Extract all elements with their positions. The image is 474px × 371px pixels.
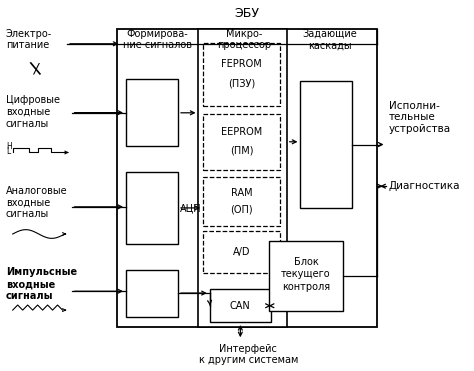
FancyBboxPatch shape (301, 81, 353, 208)
Text: H: H (6, 142, 12, 151)
Text: Аналоговые
входные
сигналы: Аналоговые входные сигналы (6, 186, 67, 219)
FancyBboxPatch shape (126, 172, 178, 244)
Text: L: L (6, 147, 10, 156)
FancyBboxPatch shape (203, 177, 280, 226)
FancyBboxPatch shape (199, 29, 287, 328)
FancyBboxPatch shape (126, 79, 178, 146)
Text: Электро-
питание: Электро- питание (6, 29, 52, 50)
FancyBboxPatch shape (203, 114, 280, 170)
Text: Цифровые
входные
сигналы: Цифровые входные сигналы (6, 95, 60, 128)
Text: /: / (33, 62, 37, 75)
FancyBboxPatch shape (203, 43, 280, 106)
Text: текущего: текущего (281, 269, 331, 279)
Text: ЭБУ: ЭБУ (235, 7, 260, 20)
Text: Формирова-
ние сигналов: Формирова- ние сигналов (123, 29, 192, 50)
Text: Блок: Блок (294, 257, 319, 267)
Text: (ПЗУ): (ПЗУ) (228, 79, 255, 89)
Text: Задающие
каскады: Задающие каскады (302, 29, 357, 50)
Text: Интерфейс
к другим системам: Интерфейс к другим системам (199, 344, 298, 365)
Text: RAM: RAM (231, 187, 252, 197)
Text: EEPROM: EEPROM (221, 127, 262, 137)
Text: (ПМ): (ПМ) (230, 146, 253, 156)
Text: Импульсные
входные
сигналы: Импульсные входные сигналы (6, 267, 77, 301)
Text: Исполни-
тельные
устройства: Исполни- тельные устройства (389, 101, 451, 134)
Text: АЦП: АЦП (180, 203, 202, 213)
FancyBboxPatch shape (210, 289, 271, 322)
FancyBboxPatch shape (117, 29, 377, 328)
Text: A/D: A/D (233, 247, 250, 257)
Text: (ОП): (ОП) (230, 204, 253, 214)
FancyBboxPatch shape (203, 232, 280, 273)
Text: Диагностика: Диагностика (389, 181, 460, 191)
Text: CAN: CAN (230, 301, 251, 311)
Text: FEPROM: FEPROM (221, 59, 262, 69)
Text: Микро-
процессор: Микро- процессор (217, 29, 271, 50)
Text: контроля: контроля (282, 282, 330, 292)
FancyBboxPatch shape (126, 269, 178, 316)
FancyBboxPatch shape (269, 240, 343, 311)
